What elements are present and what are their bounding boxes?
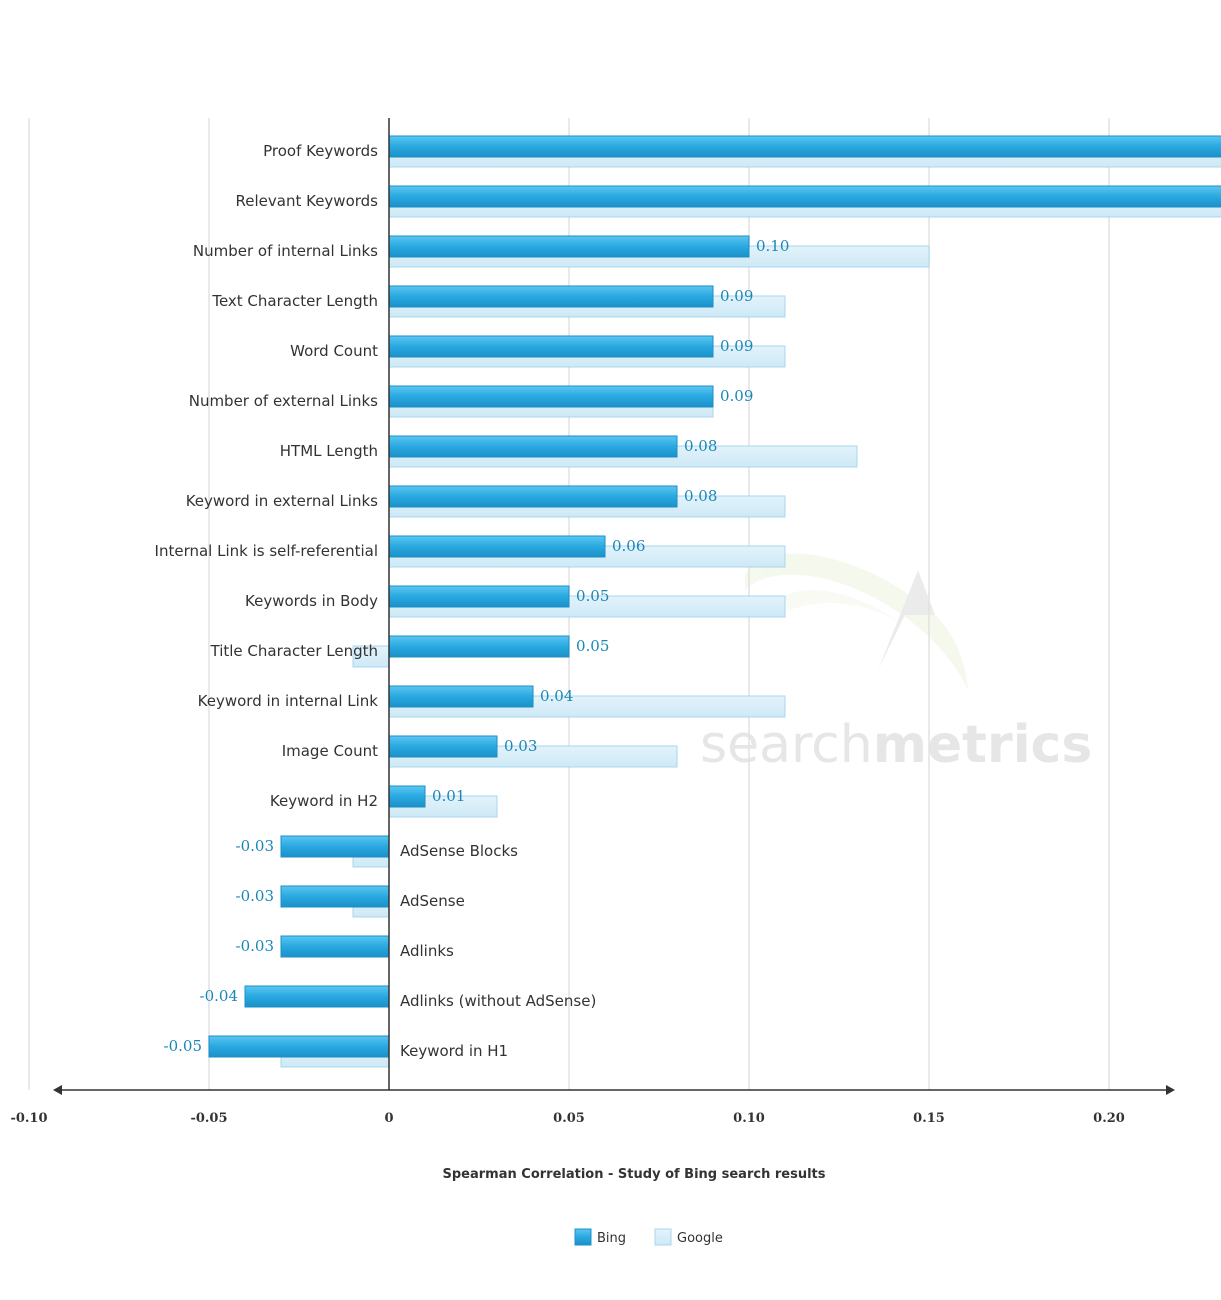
x-tick-label: -0.10 (10, 1111, 47, 1126)
bing-data-label: 0.08 (684, 437, 717, 455)
watermark-logo-icon (745, 553, 968, 690)
bing-data-label: 0.04 (540, 687, 573, 705)
x-axis-title: Spearman Correlation - Study of Bing sea… (443, 1167, 826, 1182)
category-label: Keywords in Body (245, 592, 378, 610)
legend-label-bing: Bing (597, 1231, 626, 1246)
x-tick-labels: -0.15-0.10-0.0500.050.100.150.200.250.30… (10, 1111, 1125, 1126)
x-tick-label: 0.10 (733, 1111, 765, 1126)
category-label: HTML Length (280, 442, 378, 460)
bing-bar[interactable] (280, 935, 390, 958)
x-tick-label: 0.15 (913, 1111, 945, 1126)
legend-item-google[interactable]: Google (654, 1228, 723, 1246)
category-label: Internal Link is self-referential (155, 542, 378, 560)
bing-data-label: 0.09 (720, 337, 753, 355)
watermark: searchmetrics (700, 553, 1092, 775)
x-tick-label: 0.20 (1093, 1111, 1125, 1126)
bing-data-label: 0.06 (612, 537, 645, 555)
category-label: Word Count (290, 342, 378, 360)
bing-data-label: -0.04 (200, 987, 238, 1005)
bing-data-label: -0.05 (164, 1037, 202, 1055)
bing-data-label: 0.03 (504, 737, 537, 755)
bing-data-label: 0.10 (756, 237, 789, 255)
bing-data-label: -0.03 (236, 887, 274, 905)
category-label: Title Character Length (210, 642, 378, 660)
bing-bar[interactable] (388, 735, 498, 758)
bing-bar[interactable] (388, 485, 678, 508)
legend-label-google: Google (677, 1231, 723, 1246)
x-axis-right-arrow-icon (1166, 1085, 1175, 1095)
bing-data-label: 0.09 (720, 387, 753, 405)
bing-data-label: -0.03 (236, 837, 274, 855)
category-label: Adlinks (without AdSense) (400, 992, 596, 1010)
category-label: Number of internal Links (193, 242, 378, 260)
category-label: Keyword in external Links (186, 492, 378, 510)
bing-bar[interactable] (388, 385, 714, 408)
category-label: AdSense Blocks (400, 842, 518, 860)
bing-data-label: 0.05 (576, 637, 609, 655)
category-label: AdSense (400, 892, 465, 910)
legend-swatch-bing (574, 1228, 592, 1246)
category-label: Number of external Links (189, 392, 378, 410)
bing-bar[interactable] (208, 1035, 390, 1058)
bing-bar[interactable] (280, 885, 390, 908)
category-label: Keyword in H1 (400, 1042, 508, 1060)
bing-bar[interactable] (388, 135, 1221, 158)
bing-data-label: 0.08 (684, 487, 717, 505)
x-tick-label: -0.05 (190, 1111, 227, 1126)
category-label: Relevant Keywords (236, 192, 379, 210)
legend: Bing Google (574, 1228, 723, 1246)
bing-bar[interactable] (388, 535, 606, 558)
category-label: Keyword in H2 (270, 792, 378, 810)
bing-data-label: 0.05 (576, 587, 609, 605)
bing-bar[interactable] (244, 985, 390, 1008)
legend-item-bing[interactable]: Bing (574, 1228, 626, 1246)
category-labels: Proof Keywords Relevant Keywords Number of… (155, 142, 597, 1060)
bing-bar[interactable] (280, 835, 390, 858)
category-label: Image Count (282, 742, 378, 760)
category-label: Keyword in internal Link (198, 692, 379, 710)
legend-swatch-google (654, 1228, 672, 1246)
bing-data-label: 0.09 (720, 287, 753, 305)
bing-bar[interactable] (388, 185, 1221, 208)
x-axis-left-arrow-icon (53, 1085, 62, 1095)
x-tick-label: 0.05 (553, 1111, 585, 1126)
bing-bar[interactable] (388, 235, 750, 258)
bing-series (208, 135, 1221, 1058)
bing-bar[interactable] (388, 585, 570, 608)
category-label: Proof Keywords (263, 142, 378, 160)
bing-bar[interactable] (388, 785, 426, 808)
category-label: Adlinks (400, 942, 454, 960)
bing-data-label: 0.01 (432, 787, 465, 805)
bing-bar[interactable] (388, 335, 714, 358)
bing-bar[interactable] (388, 435, 678, 458)
watermark-text: searchmetrics (700, 715, 1092, 775)
bing-bar[interactable] (388, 635, 570, 658)
x-tick-label: 0 (384, 1111, 393, 1126)
bing-bar[interactable] (388, 285, 714, 308)
bing-bar[interactable] (388, 685, 534, 708)
bing-data-label: -0.03 (236, 937, 274, 955)
category-label: Text Character Length (211, 292, 378, 310)
data-labels: 0.310.300.100.090.090.090.080.080.060.05… (164, 237, 790, 1055)
